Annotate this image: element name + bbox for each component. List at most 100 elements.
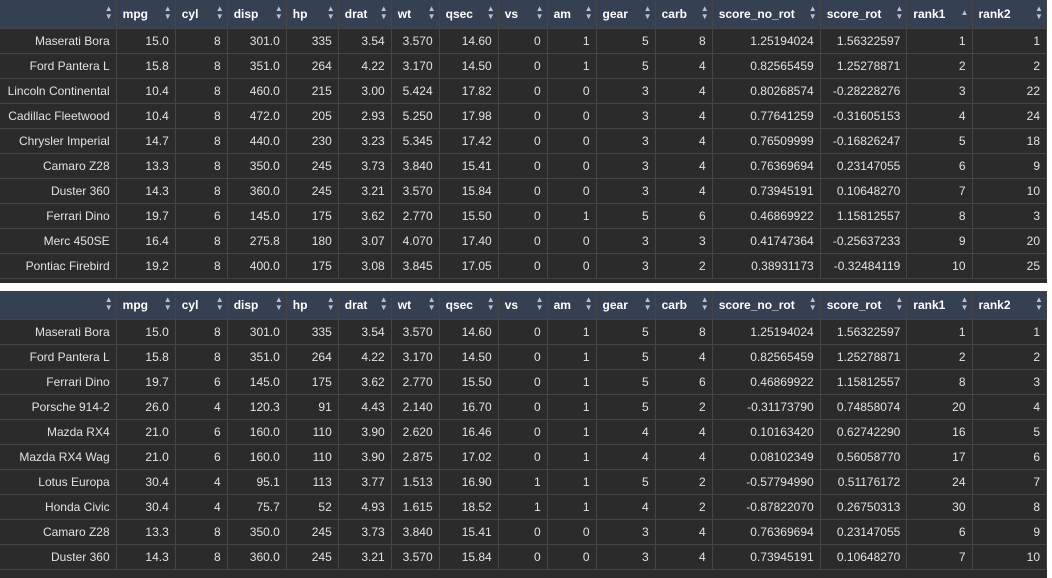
cell-disp: 145.0 (227, 369, 287, 395)
sort-arrows-icon[interactable]: ▲ ▼ (895, 4, 904, 21)
cell-mpg: 19.7 (116, 203, 176, 229)
column-header-gear[interactable]: gear ▲ ▼ (596, 0, 656, 29)
sort-arrows-icon[interactable]: ▲ ▼ (427, 295, 436, 312)
sort-arrows-icon[interactable]: ▲ ▼ (584, 4, 593, 21)
column-header-rank1[interactable]: rank1 ▲ (906, 0, 973, 29)
cell-score-rot: -0.28228276 (820, 78, 908, 104)
cell-wt: 4.070 (391, 228, 440, 254)
cell-mpg: 10.4 (116, 78, 176, 104)
sort-arrows-icon[interactable]: ▲ ▼ (379, 4, 388, 21)
column-header-mpg[interactable]: mpg ▲ ▼ (116, 291, 176, 320)
sort-arrows-icon[interactable]: ▲ ▼ (1035, 4, 1043, 21)
column-header-label: carb (661, 6, 687, 21)
column-header-disp[interactable]: disp ▲ ▼ (227, 291, 287, 320)
sort-arrows-icon[interactable]: ▲ ▼ (379, 295, 388, 312)
sort-arrows-icon[interactable]: ▲ ▼ (163, 4, 172, 21)
column-header-carb[interactable]: carb ▲ ▼ (655, 291, 713, 320)
column-header-gear[interactable]: gear ▲ ▼ (596, 291, 656, 320)
cell-vs: 0 (498, 444, 548, 470)
column-header-score-rot[interactable]: score_rot ▲ ▼ (820, 291, 908, 320)
sort-arrows-icon[interactable]: ▲ ▼ (643, 4, 652, 21)
column-header-carb[interactable]: carb ▲ ▼ (655, 0, 713, 29)
cell-hp: 110 (286, 419, 339, 445)
sort-arrows-icon[interactable]: ▲ ▼ (535, 295, 544, 312)
cell-rank1: 1 (906, 28, 973, 54)
sorted-ascending-icon[interactable]: ▲ (960, 8, 969, 17)
sort-arrows-icon[interactable]: ▲ ▼ (960, 295, 969, 312)
table-row: Porsche 914-2 26.0 4 120.3 91 4.43 2.140 16.70 0… (0, 394, 1047, 420)
sort-arrows-icon[interactable]: ▲ ▼ (163, 295, 172, 312)
header-row: ▲ ▼ mpg ▲ ▼ cyl ▲ ▼ disp ▲ ▼ hp ▲ ▼ drat ▲ ▼ wt ▲ ▼ qsec ▲ ▼ vs… (0, 0, 1047, 29)
column-header-score-rot[interactable]: score_rot ▲ ▼ (820, 0, 908, 29)
sort-arrows-icon[interactable]: ▲ ▼ (700, 4, 709, 21)
cell-rank1: 4 (906, 103, 973, 129)
table-row: Mazda RX4 Wag 21.0 6 160.0 110 3.90 2.875 17.02… (0, 444, 1047, 470)
table-row: Lincoln Continental 10.4 8 460.0 215 3.00 5.42… (0, 78, 1047, 104)
sort-arrows-icon[interactable]: ▲ ▼ (895, 295, 904, 312)
column-header-hp[interactable]: hp ▲ ▼ (286, 0, 339, 29)
sort-arrows-icon[interactable]: ▲ ▼ (584, 295, 593, 312)
sort-arrows-icon[interactable]: ▲ ▼ (104, 4, 113, 21)
sort-arrows-icon[interactable]: ▲ ▼ (427, 4, 436, 21)
cell-drat: 3.23 (338, 128, 392, 154)
cell-wt: 3.170 (391, 344, 440, 370)
cell-disp: 95.1 (227, 469, 287, 495)
cell-rank2: 22 (972, 78, 1047, 104)
column-header-am[interactable]: am ▲ ▼ (547, 291, 597, 320)
sort-arrows-icon[interactable]: ▲ ▼ (535, 4, 544, 21)
sort-arrows-icon[interactable]: ▲ ▼ (808, 295, 817, 312)
column-header-qsec[interactable]: qsec ▲ ▼ (439, 0, 499, 29)
sort-arrows-icon[interactable]: ▲ ▼ (1035, 295, 1043, 312)
column-header-wt[interactable]: wt ▲ ▼ (391, 0, 440, 29)
cell-score-rot: -0.31605153 (820, 103, 908, 129)
cell-cyl: 4 (175, 394, 228, 420)
row-name-cell: Lincoln Continental (0, 78, 117, 104)
cell-score-rot: 1.25278871 (820, 344, 908, 370)
sort-arrows-icon[interactable]: ▲ ▼ (486, 295, 495, 312)
column-header-drat[interactable]: drat ▲ ▼ (338, 291, 392, 320)
column-header-rowname[interactable]: ▲ ▼ (0, 0, 117, 29)
cell-wt: 3.570 (391, 28, 440, 54)
cell-am: 1 (547, 444, 597, 470)
sort-arrows-icon[interactable]: ▲ ▼ (326, 295, 335, 312)
column-header-mpg[interactable]: mpg ▲ ▼ (116, 0, 176, 29)
cell-rank1: 24 (906, 469, 973, 495)
sort-arrows-icon[interactable]: ▲ ▼ (104, 295, 113, 312)
column-header-rank2[interactable]: rank2 ▲ ▼ (972, 291, 1047, 320)
cell-score-rot: 0.74858074 (820, 394, 908, 420)
column-header-am[interactable]: am ▲ ▼ (547, 0, 597, 29)
sort-arrows-icon[interactable]: ▲ ▼ (700, 295, 709, 312)
cell-drat: 3.21 (338, 544, 392, 570)
cell-rank1: 30 (906, 494, 973, 520)
sort-arrows-icon[interactable]: ▲ ▼ (808, 4, 817, 21)
sort-arrows-icon[interactable]: ▲ ▼ (643, 295, 652, 312)
cell-hp: 245 (286, 153, 339, 179)
column-header-cyl[interactable]: cyl ▲ ▼ (175, 291, 228, 320)
column-header-score-no-rot[interactable]: score_no_rot ▲ ▼ (712, 0, 821, 29)
column-header-drat[interactable]: drat ▲ ▼ (338, 0, 392, 29)
column-header-rank2[interactable]: rank2 ▲ ▼ (972, 0, 1047, 29)
column-header-hp[interactable]: hp ▲ ▼ (286, 291, 339, 320)
column-header-vs[interactable]: vs ▲ ▼ (498, 291, 548, 320)
column-header-rowname[interactable]: ▲ ▼ (0, 291, 117, 320)
sort-arrows-icon[interactable]: ▲ ▼ (215, 295, 224, 312)
cell-vs: 0 (498, 103, 548, 129)
column-header-rank1[interactable]: rank1 ▲ ▼ (906, 291, 973, 320)
sort-arrows-icon[interactable]: ▲ ▼ (215, 4, 224, 21)
column-header-vs[interactable]: vs ▲ ▼ (498, 0, 548, 29)
cell-cyl: 6 (175, 444, 228, 470)
sort-arrows-icon[interactable]: ▲ ▼ (486, 4, 495, 21)
column-header-disp[interactable]: disp ▲ ▼ (227, 0, 287, 29)
column-header-qsec[interactable]: qsec ▲ ▼ (439, 291, 499, 320)
sort-arrows-icon[interactable]: ▲ ▼ (326, 4, 335, 21)
cell-mpg: 19.2 (116, 253, 176, 279)
sort-arrows-icon[interactable]: ▲ ▼ (274, 4, 283, 21)
cell-cyl: 8 (175, 28, 228, 54)
column-header-wt[interactable]: wt ▲ ▼ (391, 291, 440, 320)
cell-score-rot: 1.15812557 (820, 203, 908, 229)
cell-rank2: 1 (972, 319, 1047, 345)
cell-score-no-rot: -0.31173790 (712, 394, 821, 420)
sort-arrows-icon[interactable]: ▲ ▼ (274, 295, 283, 312)
column-header-cyl[interactable]: cyl ▲ ▼ (175, 0, 228, 29)
column-header-score-no-rot[interactable]: score_no_rot ▲ ▼ (712, 291, 821, 320)
